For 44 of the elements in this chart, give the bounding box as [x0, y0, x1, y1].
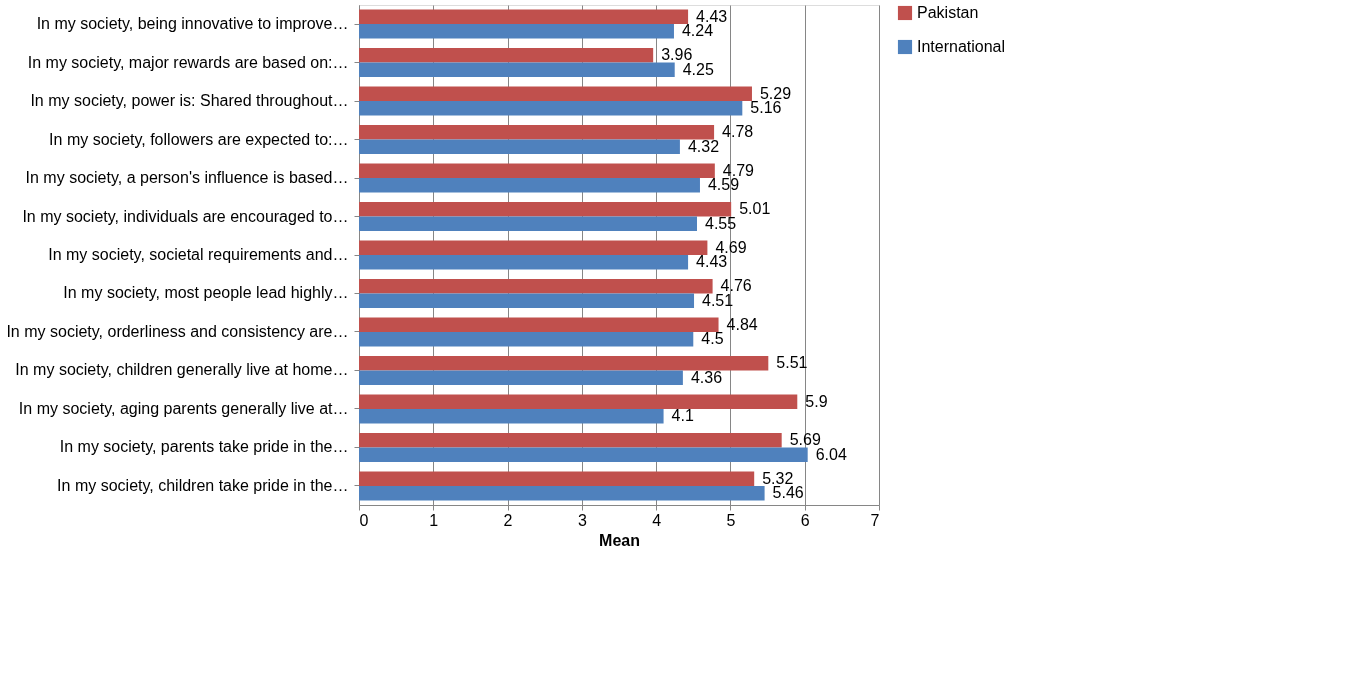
data-label: 5.01	[739, 200, 771, 218]
data-label: 4.36	[690, 368, 723, 386]
legend-label: International	[917, 38, 1006, 55]
legend-label: Pakistan	[917, 4, 979, 21]
x-tick-label: 1	[429, 511, 439, 529]
data-label: 5.32	[762, 469, 794, 487]
data-label: 4.78	[722, 123, 754, 141]
y-tick-label: In my society, major rewards are based on:…	[27, 53, 349, 71]
y-tick-label: In my society, aging parents generally live at…	[18, 399, 349, 417]
y-tick-label: In my society, children take pride in the…	[57, 476, 349, 494]
x-tick-label: 6	[800, 511, 810, 529]
data-label: 4.5	[701, 330, 724, 348]
data-label: 5.51	[776, 354, 808, 372]
data-label: 4.24	[681, 22, 714, 40]
x-tick-label: 0	[359, 511, 369, 529]
y-tick-label: In my society, societal requirements and…	[48, 246, 349, 263]
y-tick-label: In my society, followers are expected to:…	[49, 130, 349, 148]
data-label: 4.84	[726, 315, 758, 333]
data-label: 5.9	[805, 392, 828, 410]
data-label: 5.46	[772, 484, 804, 502]
data-label: 4.43	[696, 7, 728, 25]
data-label: 4.79	[722, 161, 755, 179]
data-label: 5.29	[759, 84, 792, 102]
y-tick-label: In my society, parents take pride in the…	[59, 438, 349, 456]
data-label: 4.69	[715, 238, 747, 256]
data-label: 4.1	[671, 407, 694, 425]
y-tick-label: In my society, orderliness and consistency are…	[6, 322, 349, 340]
x-tick-label: 5	[726, 511, 736, 529]
x-tick-label: 7	[870, 511, 880, 529]
y-tick-label: In my society, children generally live at home…	[15, 361, 349, 379]
y-tick-label: In my society, power is: Shared throughout…	[30, 92, 349, 110]
data-label: 4.32	[687, 137, 720, 155]
x-tick-label: 3	[577, 511, 587, 529]
y-tick-label: In my society, being innovative to improve…	[36, 15, 349, 33]
data-label: 5.16	[750, 99, 782, 117]
data-label: 4.55	[705, 214, 737, 232]
y-tick-label: In my society, individuals are encouraged to…	[22, 207, 349, 225]
x-tick-label: 2	[503, 511, 513, 529]
y-tick-label: In my society, a person's influence is based…	[25, 169, 349, 187]
x-axis-title: Mean	[599, 531, 640, 549]
data-label: 4.43	[696, 253, 728, 271]
data-label: 4.59	[707, 176, 740, 194]
y-tick-label: In my society, most people lead highly…	[63, 284, 349, 302]
x-tick-label: 4	[652, 511, 662, 529]
